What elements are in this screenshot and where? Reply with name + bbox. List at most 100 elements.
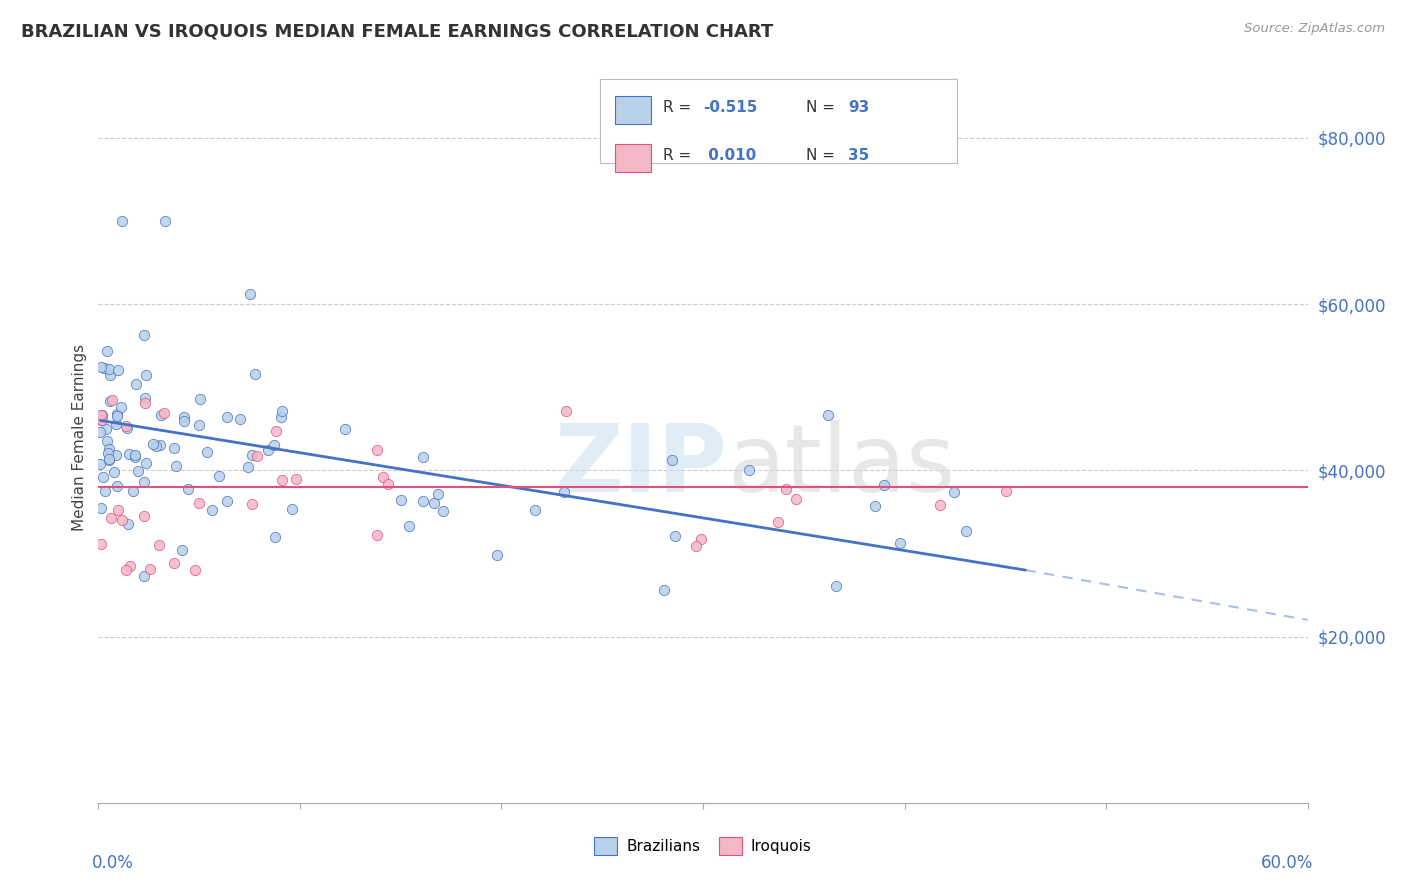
Point [257, 443, 280, 458]
Point [270, 404, 292, 418]
Point [97, 442, 120, 456]
Point [153, 214, 176, 228]
Text: ZIP: ZIP [554, 420, 727, 512]
Text: 0.0%: 0.0% [93, 854, 134, 872]
Point [94, 484, 117, 499]
Point [162, 441, 184, 455]
Point [90, 408, 112, 422]
Point [90, 500, 112, 515]
Point [738, 462, 761, 476]
Point [107, 363, 129, 377]
Point [553, 485, 575, 500]
Point [240, 497, 263, 511]
Point [994, 484, 1017, 499]
Point [208, 468, 231, 483]
Point [124, 450, 146, 464]
Text: 93: 93 [848, 101, 869, 115]
Point [149, 438, 172, 452]
Point [153, 406, 176, 420]
Point [238, 459, 260, 474]
Point [118, 559, 141, 574]
Point [90, 408, 112, 422]
Point [281, 501, 304, 516]
Point [685, 539, 707, 553]
Point [89, 425, 111, 439]
FancyBboxPatch shape [614, 96, 651, 124]
Text: BRAZILIAN VS IROQUOIS MEDIAN FEMALE EARNINGS CORRELATION CHART: BRAZILIAN VS IROQUOIS MEDIAN FEMALE EARN… [21, 22, 773, 40]
Point [162, 556, 184, 570]
Text: Source: ZipAtlas.com: Source: ZipAtlas.com [1244, 22, 1385, 36]
Point [270, 410, 292, 425]
FancyBboxPatch shape [600, 78, 957, 163]
Text: N =: N = [806, 101, 839, 115]
Point [863, 499, 886, 513]
Point [90, 413, 112, 427]
Point [135, 456, 157, 470]
Point [115, 421, 138, 435]
Point [889, 536, 911, 550]
Text: R =: R = [664, 101, 696, 115]
Point [94, 422, 117, 436]
Point [201, 503, 224, 517]
Point [134, 475, 156, 489]
Point [240, 448, 263, 462]
Point [90, 537, 112, 551]
Point [90, 413, 112, 427]
Point [824, 579, 846, 593]
Point [91, 470, 114, 484]
Point [132, 568, 155, 582]
Point [111, 214, 134, 228]
Point [215, 409, 238, 424]
Text: 35: 35 [848, 148, 869, 163]
Point [412, 494, 434, 508]
Point [135, 368, 157, 383]
Point [93, 360, 115, 375]
Text: atlas: atlas [727, 420, 956, 512]
Text: R =: R = [664, 148, 696, 163]
Text: -0.515: -0.515 [703, 101, 758, 115]
FancyBboxPatch shape [614, 144, 651, 171]
Point [117, 517, 139, 532]
Point [111, 513, 134, 527]
Point [104, 417, 127, 431]
Point [485, 548, 508, 562]
Text: N =: N = [806, 148, 839, 163]
Point [243, 368, 266, 382]
Point [148, 538, 170, 552]
Point [942, 484, 965, 499]
Point [170, 542, 193, 557]
Point [177, 482, 200, 496]
Point [103, 465, 125, 479]
Point [371, 470, 394, 484]
Point [654, 582, 676, 597]
Legend: Brazilians, Iroquois: Brazilians, Iroquois [588, 831, 818, 861]
Point [118, 447, 141, 461]
Point [929, 498, 952, 512]
Point [264, 424, 287, 438]
Point [766, 515, 789, 529]
Point [134, 392, 156, 406]
Text: 60.0%: 60.0% [1261, 854, 1313, 872]
Point [139, 561, 162, 575]
Point [165, 459, 187, 474]
Point [145, 439, 167, 453]
Point [127, 464, 149, 478]
Point [134, 395, 156, 409]
Point [96, 434, 118, 448]
Point [105, 408, 128, 422]
Point [97, 445, 120, 459]
Point [817, 408, 839, 422]
Point [271, 474, 294, 488]
Point [785, 491, 807, 506]
Point [775, 482, 797, 496]
Point [366, 527, 388, 541]
Point [100, 394, 122, 409]
Point [955, 524, 977, 538]
Point [107, 503, 129, 517]
Point [664, 529, 686, 543]
Point [101, 392, 124, 407]
Point [398, 518, 420, 533]
Point [134, 328, 156, 343]
Point [134, 509, 156, 524]
Point [104, 448, 127, 462]
